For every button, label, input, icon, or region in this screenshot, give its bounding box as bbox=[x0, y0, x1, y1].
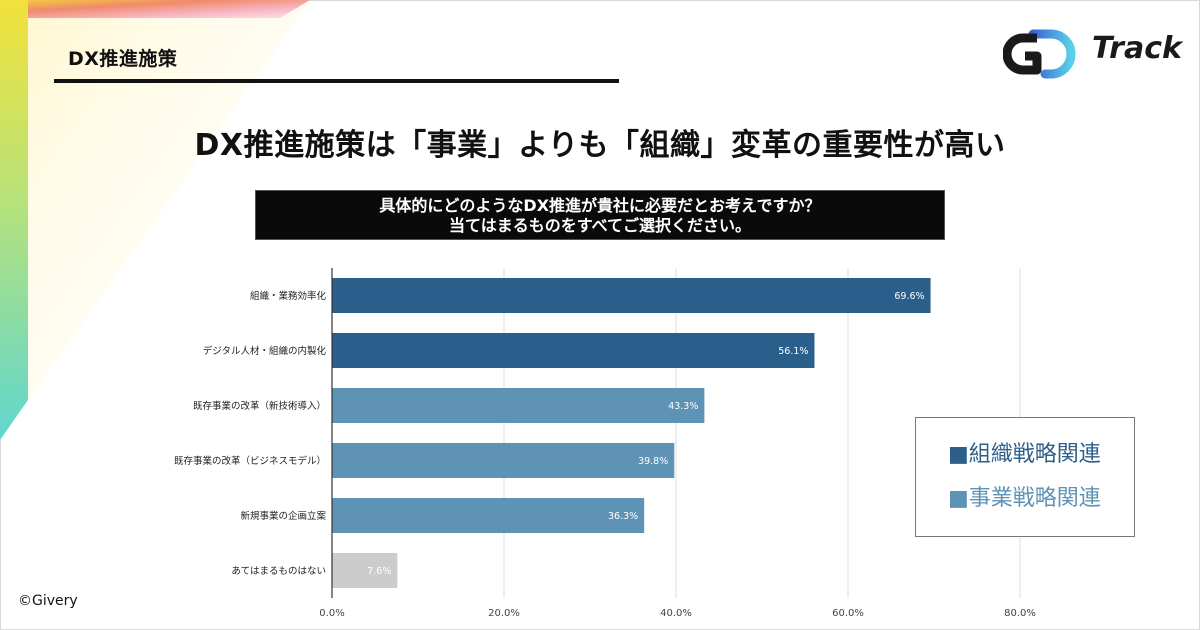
bar bbox=[332, 333, 815, 368]
bar-value-label: 7.6% bbox=[367, 566, 391, 577]
legend-item-org: ■組織戦略関連 bbox=[948, 442, 1101, 467]
x-tick-label: 80.0% bbox=[1004, 608, 1036, 619]
logo-wordmark: Track bbox=[1092, 31, 1182, 66]
chart-legend: ■組織戦略関連 ■事業戦略関連 bbox=[915, 417, 1135, 537]
x-tick-label: 60.0% bbox=[832, 608, 864, 619]
bar bbox=[332, 443, 675, 478]
corner-gradient-decoration bbox=[0, 0, 310, 440]
x-tick-label: 40.0% bbox=[660, 608, 692, 619]
section-tag: DX推進施策 bbox=[68, 48, 178, 70]
category-label: デジタル人材・組織の内製化 bbox=[203, 345, 327, 357]
bar-value-label: 43.3% bbox=[668, 401, 698, 412]
bar-value-label: 56.1% bbox=[778, 346, 808, 357]
category-label: 既存事業の改革（新技術導入） bbox=[193, 400, 326, 412]
copyright-notice: ©Givery bbox=[18, 593, 78, 609]
page-headline: DX推進施策は「事業」よりも「組織」変革の重要性が高い bbox=[194, 128, 1006, 163]
bar-value-label: 36.3% bbox=[608, 511, 638, 522]
bar-value-label: 69.6% bbox=[894, 291, 924, 302]
x-tick-label: 0.0% bbox=[319, 608, 344, 619]
bar bbox=[332, 388, 705, 423]
category-label: 既存事業の改革（ビジネスモデル） bbox=[174, 455, 326, 467]
track-logo-icon bbox=[1003, 29, 1076, 79]
bar-value-label: 39.8% bbox=[638, 456, 668, 467]
bar bbox=[332, 278, 931, 313]
bar bbox=[332, 498, 645, 533]
category-label: 組織・業務効率化 bbox=[250, 290, 327, 302]
x-tick-label: 20.0% bbox=[488, 608, 520, 619]
legend-item-biz: ■事業戦略関連 bbox=[948, 486, 1101, 511]
question-line-2: 当てはまるものをすべてご選択ください。 bbox=[449, 216, 751, 235]
category-label: 新規事業の企画立案 bbox=[240, 510, 326, 522]
question-line-1: 具体的にどのようなDX推進が貴社に必要だとお考えですか？ bbox=[379, 196, 821, 215]
bar bbox=[332, 553, 398, 588]
section-underline bbox=[54, 79, 619, 83]
category-label: あてはまるものはない bbox=[231, 566, 326, 577]
survey-question-box: 具体的にどのようなDX推進が貴社に必要だとお考えですか？ 当てはまるものをすべて… bbox=[255, 190, 945, 240]
